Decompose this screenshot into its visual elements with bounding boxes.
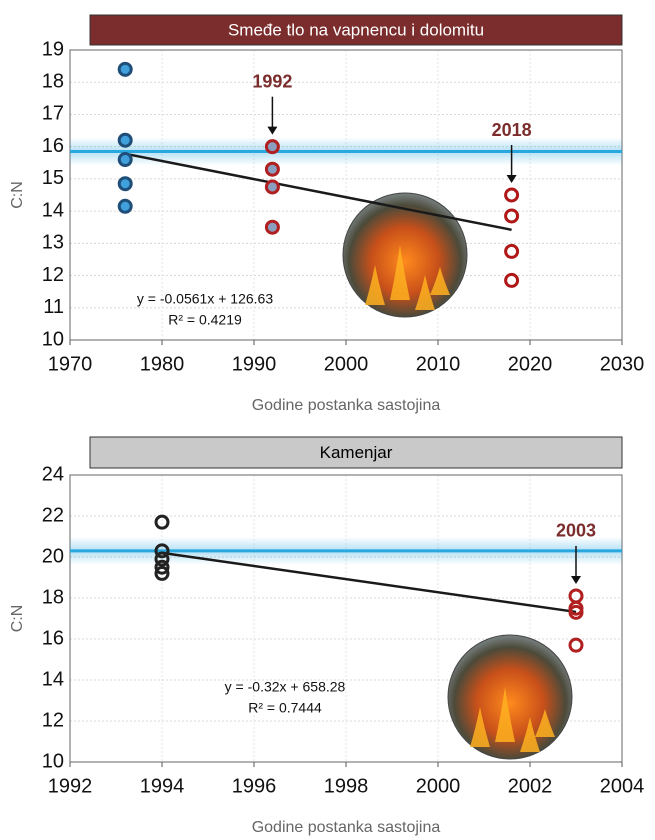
data-point bbox=[117, 176, 133, 192]
data-point bbox=[568, 637, 584, 653]
flame bbox=[365, 265, 385, 305]
y-tick-label: 15 bbox=[42, 167, 64, 189]
annotation-label: 1992 bbox=[252, 71, 292, 91]
flame bbox=[520, 717, 540, 752]
y-tick-label: 18 bbox=[42, 586, 64, 608]
x-tick-label: 2002 bbox=[508, 775, 553, 797]
x-tick-label: 1998 bbox=[324, 775, 369, 797]
y-tick-label: 24 bbox=[42, 463, 64, 485]
trendline bbox=[124, 152, 512, 232]
x-tick-label: 1996 bbox=[232, 775, 277, 797]
title-banner bbox=[89, 14, 623, 46]
data-point bbox=[154, 514, 170, 530]
data-point bbox=[264, 139, 280, 155]
trend-equation: y = -0.0561x + 126.63 bbox=[137, 291, 273, 307]
annotation-label: 2003 bbox=[556, 521, 596, 541]
flame bbox=[535, 709, 555, 737]
x-tick-label: 2000 bbox=[416, 775, 461, 797]
y-tick-label: 10 bbox=[42, 750, 64, 772]
data-point bbox=[504, 208, 520, 224]
data-point bbox=[504, 187, 520, 203]
data-point bbox=[117, 152, 133, 168]
chart-title: Smeđe tlo na vapnencu i dolomitu bbox=[228, 20, 484, 39]
y-tick-label: 13 bbox=[42, 232, 64, 254]
x-tick-label: 1980 bbox=[140, 353, 185, 375]
data-point bbox=[264, 219, 280, 235]
data-point bbox=[154, 551, 170, 567]
flame bbox=[415, 275, 435, 310]
y-axis-label: C:N bbox=[9, 605, 26, 633]
x-tick-label: 2020 bbox=[508, 353, 553, 375]
y-tick-label: 10 bbox=[42, 328, 64, 350]
data-point bbox=[568, 604, 584, 620]
x-tick-label: 2004 bbox=[600, 775, 645, 797]
trend-equation: R² = 0.7444 bbox=[248, 700, 322, 716]
chart-title: Kamenjar bbox=[320, 443, 393, 462]
y-tick-label: 11 bbox=[43, 296, 64, 318]
title-banner bbox=[89, 436, 623, 469]
y-tick-label: 17 bbox=[42, 103, 64, 125]
x-tick-label: 1992 bbox=[48, 775, 93, 797]
data-point bbox=[154, 559, 170, 575]
y-tick-label: 18 bbox=[42, 71, 64, 93]
y-tick-label: 14 bbox=[42, 668, 64, 690]
data-point bbox=[264, 161, 280, 177]
data-point bbox=[568, 588, 584, 604]
y-tick-label: 19 bbox=[42, 38, 64, 60]
arrow-head bbox=[506, 175, 517, 183]
data-point bbox=[117, 61, 133, 77]
x-tick-label: 1990 bbox=[232, 353, 277, 375]
flame bbox=[470, 707, 490, 747]
arrow-head bbox=[267, 126, 278, 135]
y-tick-label: 14 bbox=[42, 199, 64, 221]
arrow-head bbox=[571, 575, 581, 584]
trendline bbox=[161, 551, 577, 614]
x-axis-label: Godine postanka sastojina bbox=[252, 397, 441, 414]
y-tick-label: 22 bbox=[42, 504, 64, 526]
x-axis-label: Godine postanka sastojina bbox=[252, 819, 441, 836]
data-point bbox=[154, 543, 170, 559]
x-tick-label: 2000 bbox=[324, 353, 369, 375]
plot-frame bbox=[69, 49, 623, 341]
fire-photo bbox=[447, 634, 573, 760]
x-tick-label: 2010 bbox=[416, 353, 461, 375]
data-point bbox=[504, 272, 520, 288]
trend-equation: y = -0.32x + 658.28 bbox=[225, 679, 346, 695]
annotation-label: 2018 bbox=[492, 120, 532, 140]
y-tick-label: 12 bbox=[42, 264, 64, 286]
data-point bbox=[264, 179, 280, 195]
flame bbox=[430, 267, 450, 295]
x-tick-label: 1970 bbox=[48, 353, 93, 375]
x-tick-label: 1994 bbox=[140, 775, 185, 797]
data-point bbox=[504, 243, 520, 259]
flame bbox=[390, 245, 410, 300]
y-axis-label: C:N bbox=[9, 181, 26, 209]
fire-photo bbox=[342, 192, 468, 318]
trend-equation: R² = 0.4219 bbox=[168, 312, 242, 328]
y-tick-label: 16 bbox=[42, 135, 64, 157]
data-point bbox=[117, 198, 133, 214]
y-tick-label: 16 bbox=[42, 627, 64, 649]
y-tick-label: 20 bbox=[42, 545, 64, 567]
data-point bbox=[154, 565, 170, 581]
flame bbox=[495, 687, 515, 742]
x-tick-label: 2030 bbox=[600, 353, 645, 375]
plot-frame bbox=[69, 474, 623, 763]
data-point bbox=[117, 132, 133, 148]
y-tick-label: 12 bbox=[42, 709, 64, 731]
